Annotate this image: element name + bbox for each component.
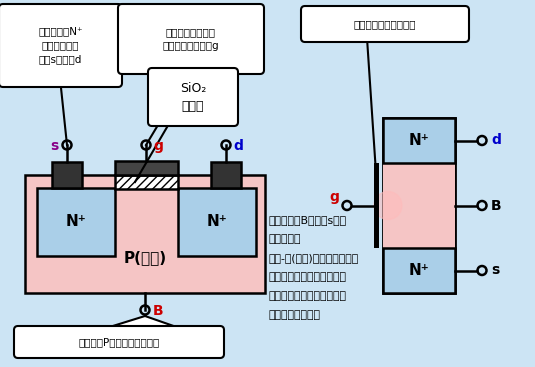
Text: 当栅-源(袆底)间电压变化时，: 当栅-源(袆底)间电压变化时， <box>268 253 358 263</box>
Bar <box>211 162 241 188</box>
Text: N⁺: N⁺ <box>409 133 430 148</box>
Text: s: s <box>50 139 58 153</box>
Bar <box>178 188 256 256</box>
Polygon shape <box>100 316 185 330</box>
Bar <box>115 175 178 189</box>
Text: 漏极电流的大小。: 漏极电流的大小。 <box>268 310 320 320</box>
Text: B: B <box>152 304 163 318</box>
FancyBboxPatch shape <box>0 4 122 87</box>
Text: B: B <box>491 199 502 212</box>
Text: s: s <box>491 264 499 277</box>
Text: 绝缘层上制作一层
金属铝，引出栅极g: 绝缘层上制作一层 金属铝，引出栅极g <box>163 27 219 51</box>
Bar <box>383 118 455 163</box>
Text: P(袆底): P(袆底) <box>124 250 166 265</box>
Bar <box>383 118 455 293</box>
Bar <box>52 162 82 188</box>
Bar <box>115 161 178 175</box>
FancyBboxPatch shape <box>301 6 469 42</box>
Bar <box>25 175 265 293</box>
Bar <box>383 118 455 163</box>
Bar <box>383 163 455 248</box>
Text: d: d <box>233 139 243 153</box>
Text: N⁺: N⁺ <box>207 214 227 229</box>
Text: N⁺: N⁺ <box>409 263 430 278</box>
Bar <box>37 188 115 256</box>
Text: 将改变袆底靠近绝缘层附处: 将改变袆底靠近绝缘层附处 <box>268 272 346 282</box>
Text: 一起使用。: 一起使用。 <box>268 234 301 244</box>
Text: N⁺: N⁺ <box>66 214 86 229</box>
FancyBboxPatch shape <box>118 4 264 74</box>
Text: 通常将袆底B与源极s接在: 通常将袆底B与源极s接在 <box>268 215 346 225</box>
Text: g: g <box>153 139 163 153</box>
Text: d: d <box>491 134 501 148</box>
Text: 低掺杂的P型半导体作为袆底: 低掺杂的P型半导体作为袆底 <box>78 337 159 347</box>
Text: 栅极和袆底间形成电容: 栅极和袆底间形成电容 <box>354 19 416 29</box>
Text: 两个高掺杂N⁺
区，分别引出
源极s和漏极d: 两个高掺杂N⁺ 区，分别引出 源极s和漏极d <box>38 26 83 65</box>
Bar <box>383 248 455 293</box>
FancyBboxPatch shape <box>148 68 238 126</box>
FancyBboxPatch shape <box>14 326 224 358</box>
Text: g: g <box>329 189 339 203</box>
Circle shape <box>374 192 402 219</box>
Bar <box>383 248 455 293</box>
Text: SiO₂
绝缘层: SiO₂ 绝缘层 <box>180 81 206 113</box>
Bar <box>374 163 379 248</box>
Text: 感应电荷的多少，从而控制: 感应电荷的多少，从而控制 <box>268 291 346 301</box>
